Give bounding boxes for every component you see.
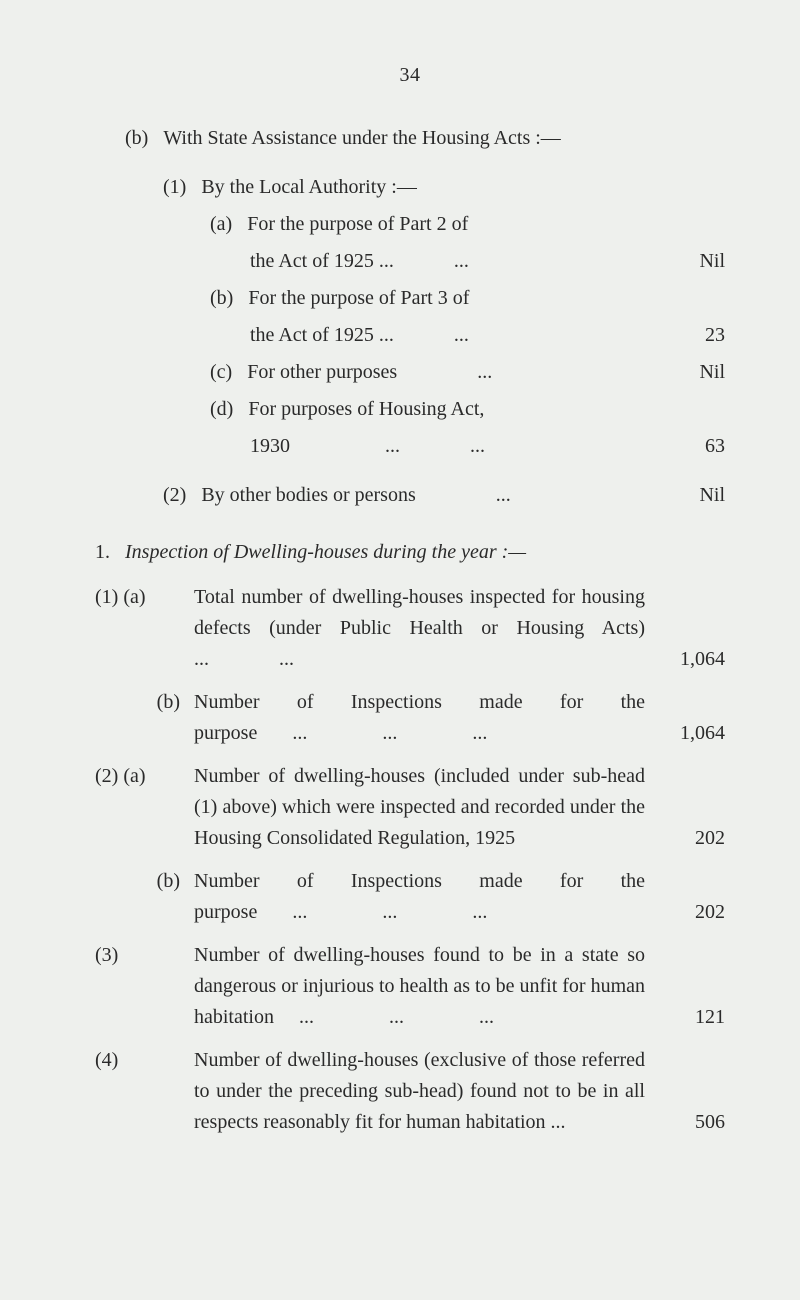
sub1-label: (1) (163, 176, 186, 198)
sub1-d-dots2: ... (470, 435, 485, 457)
sub1-b-line1: (b) For the purpose of Part 3 of (95, 283, 725, 314)
sub1-c-value: Nil (665, 357, 725, 388)
item-2b-label: (b) (95, 866, 194, 897)
item-4: (4) Number of dwelling-houses (exclusive… (95, 1045, 725, 1138)
section-b-heading-text: With State Assistance under the Housing … (163, 127, 560, 149)
item-1a: (1) (a) Total number of dwelling-houses … (95, 582, 725, 675)
item-3: (3) Number of dwelling-houses found to b… (95, 940, 725, 1033)
sub1-d-text1: For purposes of Housing Act, (248, 398, 484, 420)
inspection-heading-text: Inspection of Dwelling-houses during the… (125, 541, 526, 563)
item-1b: (b) Number of Inspections made for the p… (95, 687, 725, 749)
sub1-a-line1: (a) For the purpose of Part 2 of (95, 209, 725, 240)
item-3-dots1: ... (299, 1006, 314, 1028)
item-4-text: Number of dwelling-houses (exclusive of … (194, 1045, 665, 1138)
section-b-label: (b) (125, 127, 148, 149)
item-1a-dots: ... (279, 648, 294, 670)
sub2-value: Nil (665, 480, 725, 511)
item-2b-dots3: ... (472, 901, 487, 923)
sub1-b-value: 23 (665, 320, 725, 351)
item-2a-value: 202 (665, 823, 725, 854)
item-3-dots2: ... (389, 1006, 404, 1028)
item-1b-text: Number of Inspections made for the purpo… (194, 691, 645, 744)
sub1-a-line2: the Act of 1925 ... ... Nil (95, 246, 725, 277)
item-3-value: 121 (665, 1002, 725, 1033)
item-3-label: (3) (95, 940, 194, 971)
item-1b-dots3: ... (472, 722, 487, 744)
sub1-d-label: (d) (210, 398, 233, 420)
sub1-c-dots: ... (477, 361, 492, 383)
item-1b-value: 1,064 (665, 718, 725, 749)
item-2b: (b) Number of Inspections made for the p… (95, 866, 725, 928)
sub1-d-value: 63 (665, 431, 725, 462)
inspection-number: 1. (95, 541, 110, 563)
sub2: (2) By other bodies or persons ... Nil (95, 480, 725, 511)
item-2b-value: 202 (665, 897, 725, 928)
item-1a-value: 1,064 (665, 644, 725, 675)
item-2a: (2) (a) Number of dwelling-houses (inclu… (95, 761, 725, 854)
sub1-a-label: (a) (210, 213, 232, 235)
item-3-text: Number of dwelling-houses found to be in… (194, 944, 645, 1028)
sub1-c-text: For other purposes (247, 361, 397, 383)
sub1-c: (c) For other purposes ... Nil (95, 357, 725, 388)
item-4-label: (4) (95, 1045, 194, 1076)
sub1-a-text1: For the purpose of Part 2 of (247, 213, 468, 235)
sub1-heading-text: By the Local Authority :— (201, 176, 417, 198)
sub1-b-line2: the Act of 1925 ... ... 23 (95, 320, 725, 351)
sub2-dots: ... (496, 484, 511, 506)
sub1-c-label: (c) (210, 361, 232, 383)
sub1-b-dots: ... (454, 324, 469, 346)
sub1-b-label: (b) (210, 287, 233, 309)
item-2a-text: Number of dwelling-houses (included unde… (194, 761, 665, 854)
sub1-a-value: Nil (665, 246, 725, 277)
page-number: 34 (95, 60, 725, 91)
item-1b-dots1: ... (292, 722, 307, 744)
sub2-text: By other bodies or persons (201, 484, 415, 506)
sub1-heading: (1) By the Local Authority :— (95, 172, 725, 203)
item-2b-dots2: ... (382, 901, 397, 923)
item-2b-text: Number of Inspections made for the purpo… (194, 870, 645, 923)
item-1a-text: Total number of dwelling-houses inspecte… (194, 586, 645, 670)
item-4-value: 506 (665, 1107, 725, 1138)
item-2a-label: (2) (a) (95, 761, 194, 792)
inspection-heading: 1. Inspection of Dwelling-houses during … (95, 537, 725, 568)
section-b-heading-line1: (b) With State Assistance under the Hous… (95, 123, 725, 154)
sub1-b-text1: For the purpose of Part 3 of (248, 287, 469, 309)
sub1-b-text2: the Act of 1925 ... (250, 324, 394, 346)
sub1-d-text2: 1930 (250, 435, 290, 457)
item-1b-label: (b) (95, 687, 194, 718)
sub1-d-dots1: ... (385, 435, 400, 457)
sub1-d-line2: 1930 ... ... 63 (95, 431, 725, 462)
sub1-d-line1: (d) For purposes of Housing Act, (95, 394, 725, 425)
item-1a-label: (1) (a) (95, 582, 194, 613)
sub1-a-text2: the Act of 1925 ... (250, 250, 394, 272)
item-1b-dots2: ... (382, 722, 397, 744)
item-2b-dots1: ... (292, 901, 307, 923)
item-3-dots3: ... (479, 1006, 494, 1028)
sub1-a-dots: ... (454, 250, 469, 272)
sub2-label: (2) (163, 484, 186, 506)
